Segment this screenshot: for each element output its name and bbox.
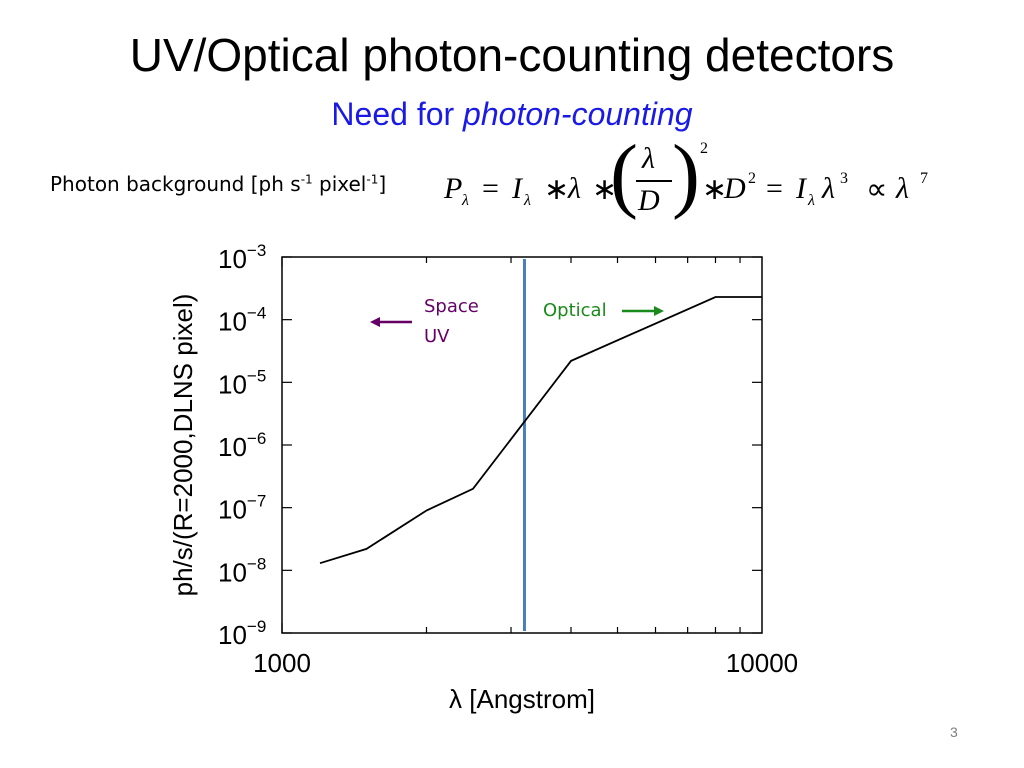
y-tick-label: 10−7 [218,492,266,525]
background-curve [319,296,762,565]
formula-eq-1: = [482,172,499,205]
formula-frac-lambda: λ [642,142,655,175]
space-uv-arrowhead [370,317,380,327]
formula-lambda-2: λ [822,172,835,205]
space-uv-label-line2: UV [424,326,450,347]
x-axis-label: λ [Angstrom] [449,684,595,714]
formula-exp-7: 7 [920,170,928,187]
formula-eq-2: = [766,172,783,205]
formula-star-3: ∗ [702,173,728,206]
y-tick-label: 10−4 [218,304,266,337]
space-uv-label-line1: Space [424,296,479,317]
formula-I-1: I [512,172,522,205]
y-tick-label: 10−5 [218,366,266,399]
formula-exp-2b: 2 [748,170,756,187]
x-tick-label: 10000 [726,648,798,678]
formula-star-2: ∗ [592,173,618,206]
photon-background-label: Photon background [ph s-1 pixel-1] [50,172,386,196]
optical-arrowhead [654,306,664,316]
formula-left-paren: ( [610,128,638,221]
formula-P: P [444,172,463,205]
y-tick-label: 10−3 [218,241,266,274]
bg-label-end: ] [378,172,387,196]
formula-D: D [724,172,746,205]
slide-title: UV/Optical photon-counting detectors [129,29,895,81]
formula-I-2: I [796,172,806,205]
formula-right-paren: ) [672,128,700,221]
slide-subtitle: Need for photon-counting [0,96,1024,133]
subtitle-emphasis: photon-counting [463,96,693,132]
formula-sub-lambda-2: λ [524,192,531,209]
plot-frame [281,256,763,634]
formula-lambda-1: λ [568,172,581,205]
bg-label-sup2: -1 [366,172,379,187]
page-number: 3 [950,724,958,740]
bg-label-mid: pixel [312,172,367,196]
y-tick-label: 10−6 [218,429,266,462]
formula-sub-lambda-3: λ [808,192,815,209]
bg-label-sup1: -1 [300,172,313,187]
formula-exp-2a: 2 [700,140,708,157]
subtitle-prefix: Need for [331,96,464,132]
y-tick-label: 10−9 [218,617,266,650]
x-tick-label: 1000 [253,648,311,678]
optical-label: Optical [543,300,607,321]
formula-star-1: ∗ [544,173,570,206]
formula-sub-lambda-1: λ [462,192,469,209]
formula-frac-D: D [638,184,660,217]
formula-fraction-bar [636,180,672,182]
formula-propto: ∝ [866,173,888,206]
photon-background-formula: P λ = I λ ∗ λ ∗ ( λ D ) 2 ∗ D 2 = I λ λ … [438,128,938,240]
bg-label-text: Photon background [ph s [50,172,301,196]
y-axis-label: ph/s/(R=2000,DLNS pixel) [168,294,198,597]
y-tick-label: 10−8 [218,554,266,587]
formula-lambda-3: λ [896,172,909,205]
formula-exp-3: 3 [840,170,848,187]
